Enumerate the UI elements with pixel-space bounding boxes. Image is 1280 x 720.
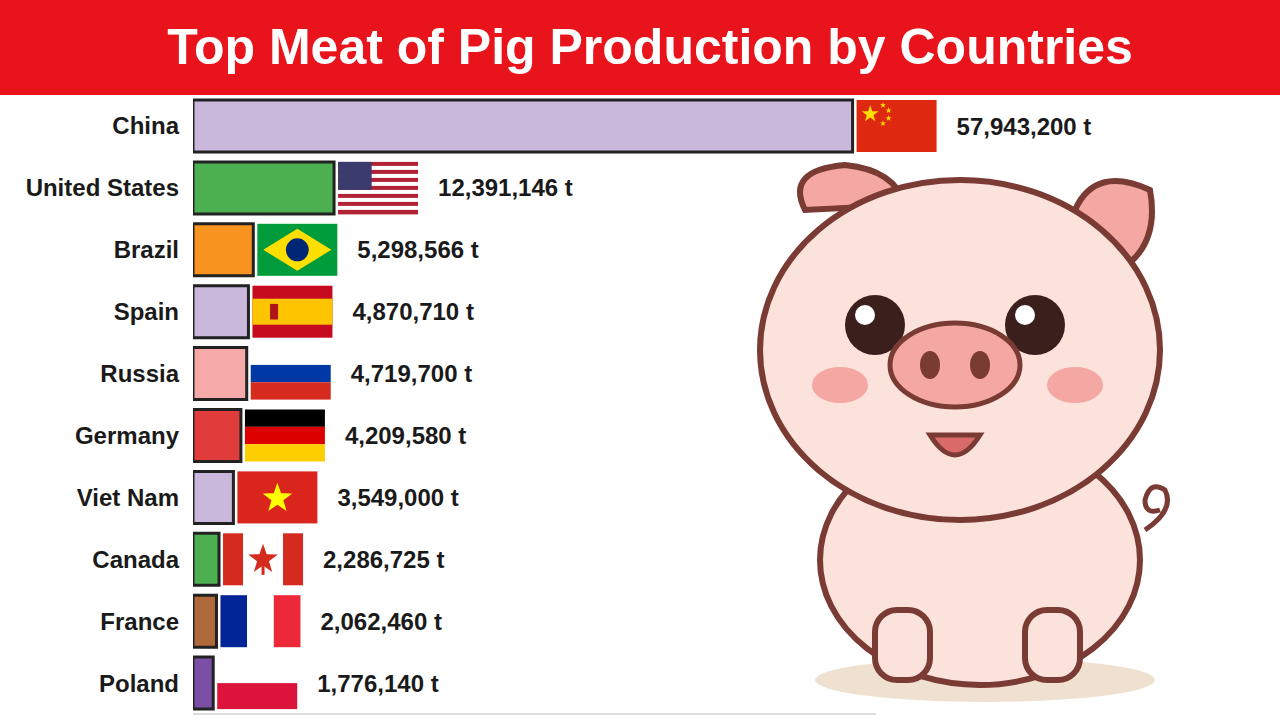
svg-text:Russia: Russia xyxy=(100,360,179,387)
svg-text:4,719,700 t: 4,719,700 t xyxy=(351,360,472,387)
svg-text:2,062,460 t: 2,062,460 t xyxy=(320,608,441,635)
svg-text:United States: United States xyxy=(26,174,179,201)
svg-text:Viet Nam: Viet Nam xyxy=(77,484,179,511)
svg-text:12,391,146 t: 12,391,146 t xyxy=(438,174,573,201)
svg-text:4,209,580 t: 4,209,580 t xyxy=(345,422,466,449)
svg-text:Spain: Spain xyxy=(114,298,179,325)
svg-text:1,776,140 t: 1,776,140 t xyxy=(317,670,438,697)
svg-text:Canada: Canada xyxy=(92,546,179,573)
svg-text:Poland: Poland xyxy=(99,670,179,697)
svg-text:Brazil: Brazil xyxy=(114,236,179,263)
svg-text:France: France xyxy=(100,608,179,635)
svg-text:4,870,710 t: 4,870,710 t xyxy=(352,298,473,325)
svg-text:2,286,725 t: 2,286,725 t xyxy=(323,546,444,573)
svg-text:3,549,000 t: 3,549,000 t xyxy=(337,484,458,511)
svg-text:5,298,566 t: 5,298,566 t xyxy=(357,236,478,263)
svg-text:China: China xyxy=(112,112,179,139)
svg-text:57,943,200 t: 57,943,200 t xyxy=(957,113,1092,140)
svg-text:Germany: Germany xyxy=(75,422,180,449)
html-text:Top Meat of Pig Production by: Top Meat of Pig Production by Countries xyxy=(167,19,1133,75)
